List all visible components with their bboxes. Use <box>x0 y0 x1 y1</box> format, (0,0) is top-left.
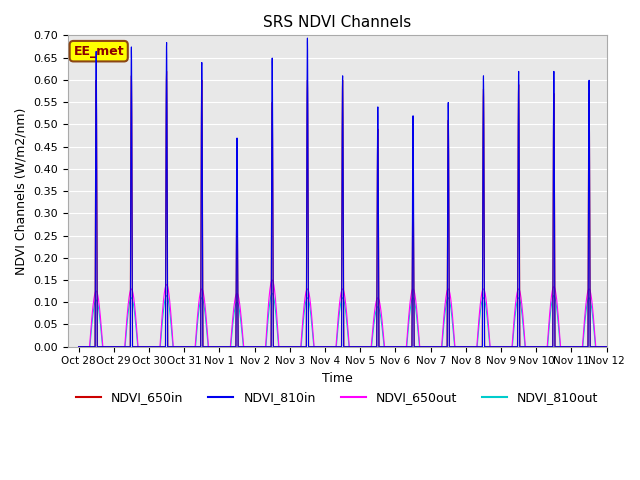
Y-axis label: NDVI Channels (W/m2/nm): NDVI Channels (W/m2/nm) <box>15 108 28 275</box>
Text: EE_met: EE_met <box>74 45 124 58</box>
X-axis label: Time: Time <box>322 372 353 385</box>
Title: SRS NDVI Channels: SRS NDVI Channels <box>263 15 412 30</box>
Legend: NDVI_650in, NDVI_810in, NDVI_650out, NDVI_810out: NDVI_650in, NDVI_810in, NDVI_650out, NDV… <box>71 386 604 409</box>
